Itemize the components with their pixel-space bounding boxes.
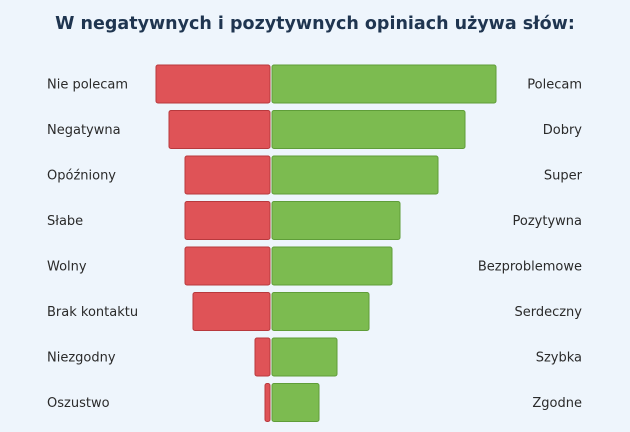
label-negative-nie-polecam: Nie polecam: [47, 78, 128, 93]
label-negative-niezgodny: Niezgodny: [47, 351, 116, 366]
label-positive-serdeczny: Serdeczny: [514, 305, 582, 320]
label-negative-oszustwo: Oszustwo: [47, 396, 110, 411]
bar-negative-slabe: [184, 201, 271, 240]
bar-negative-nie-polecam: [155, 64, 271, 104]
label-negative-opozniony: Opóźniony: [47, 169, 116, 184]
label-positive-super: Super: [544, 169, 583, 184]
label-positive-dobry: Dobry: [543, 123, 583, 138]
label-positive-polecam: Polecam: [527, 78, 582, 93]
bar-positive-zgodne: [271, 383, 320, 422]
label-positive-szybka: Szybka: [536, 351, 582, 366]
bar-negative-niezgodny: [254, 337, 271, 377]
bar-negative-opozniony: [184, 155, 271, 195]
bar-positive-szybka: [271, 337, 338, 377]
bar-positive-dobry: [271, 110, 466, 149]
bar-positive-super: [271, 155, 439, 195]
bar-positive-serdeczny: [271, 292, 370, 331]
label-positive-bezproblemowe: Bezproblemowe: [478, 260, 582, 275]
label-negative-negatywna: Negatywna: [47, 123, 121, 138]
bar-positive-bezproblemowe: [271, 246, 393, 286]
label-positive-pozytywna: Pozytywna: [513, 214, 582, 229]
bar-negative-oszustwo: [264, 383, 271, 422]
label-positive-zgodne: Zgodne: [532, 396, 582, 411]
label-negative-wolny: Wolny: [47, 260, 87, 275]
label-negative-brak-kontaktu: Brak kontaktu: [47, 305, 138, 320]
label-negative-slabe: Słabe: [47, 214, 83, 229]
chart-title: W negatywnych i pozytywnych opiniach uży…: [55, 14, 575, 34]
bar-positive-polecam: [271, 64, 497, 104]
bar-negative-brak-kontaktu: [192, 292, 271, 331]
bar-negative-negatywna: [168, 110, 271, 149]
bar-positive-pozytywna: [271, 201, 401, 240]
bar-negative-wolny: [184, 246, 271, 286]
